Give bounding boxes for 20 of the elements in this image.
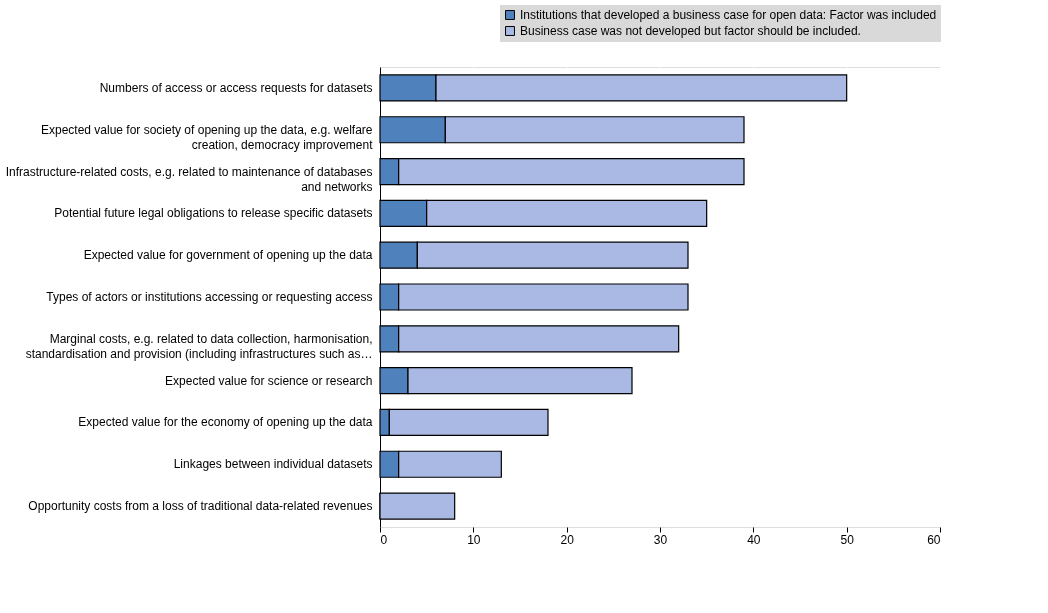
y-tick-label: Numbers of access or access requests for datasets [99, 80, 373, 95]
y-tick-label: Expected value for government of opening up the data [83, 248, 373, 263]
y-tick-label: Opportunity costs from a loss of traditional data-related revenues [28, 499, 373, 514]
y-tick-label: Linkages between individual datasets [173, 457, 373, 472]
x-tick-label: 30 [653, 532, 668, 547]
x-tick-label: 40 [747, 532, 761, 547]
x-tick-label: 20 [560, 532, 575, 547]
y-tick-label: Types of actors or institutions accessing or requesting access [46, 290, 373, 304]
y-tick-label: Expected value for the economy of opening up the data [78, 415, 373, 430]
y-tick-label: Infrastructure-related costs, e.g. related to maintenance of databases and networks [5, 164, 373, 194]
x-tick-label: 50 [840, 532, 855, 547]
x-tick-label: 0 [380, 532, 388, 547]
x-tick-label: 10 [467, 532, 481, 547]
legend-label: Business case was not developed but factor should be included. [520, 24, 861, 38]
y-tick-label: Expected value for science or research [165, 373, 373, 388]
y-tick-label: Marginal costs, e.g. related to data collection, harmonisation, standardisation and provision (including infrastructures such as… [25, 331, 373, 361]
x-tick-label: 60 [927, 532, 941, 547]
y-tick-label: Potential future legal obligations to release specific datasets [54, 206, 373, 221]
y-tick-label: Expected value for society of opening up the data, e.g. welfare creation, democracy improvement [40, 122, 374, 152]
legend-label: Institutions that developed a business case for open data: Factor was included [520, 8, 937, 22]
